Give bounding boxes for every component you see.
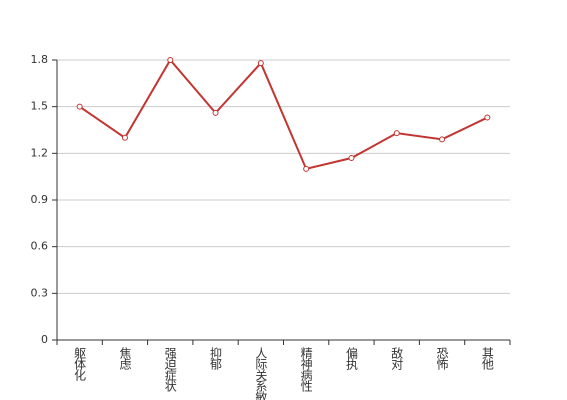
point — [484, 114, 491, 121]
point — [167, 57, 174, 63]
point — [76, 103, 83, 110]
x-tick-label: 恐怖 — [435, 347, 449, 370]
x-tick-label: 抑郁 — [209, 346, 223, 371]
point — [303, 165, 310, 172]
y-tick-label: 0.6 — [31, 240, 49, 253]
x-tick-label: 精神病性 — [299, 347, 313, 393]
y-tick-label: 1.5 — [31, 100, 49, 113]
y-tick-label: 0 — [41, 333, 48, 346]
x-tick-label: 强迫症状 — [163, 347, 177, 392]
point — [439, 136, 446, 143]
point — [348, 155, 355, 161]
x-tick-label: 其他 — [480, 347, 494, 370]
x-tick-label: 焦虑 — [118, 347, 132, 370]
line — [79, 58, 488, 171]
y-tick-label: 1.8 — [31, 53, 49, 66]
x-tick-label: 躯体化 — [73, 346, 87, 382]
x-tick-label: 敌对 — [390, 346, 404, 370]
x-tick-label: 人际关系敏感 — [254, 347, 268, 400]
point — [393, 130, 400, 137]
point — [212, 109, 219, 116]
y-tick-label: 1.2 — [31, 146, 49, 159]
y-tick-label: 0.9 — [31, 193, 49, 206]
x-tick-label: 偏执 — [344, 346, 358, 371]
y-tick-label: 0.3 — [31, 286, 49, 299]
point — [257, 60, 264, 67]
point — [121, 134, 128, 141]
